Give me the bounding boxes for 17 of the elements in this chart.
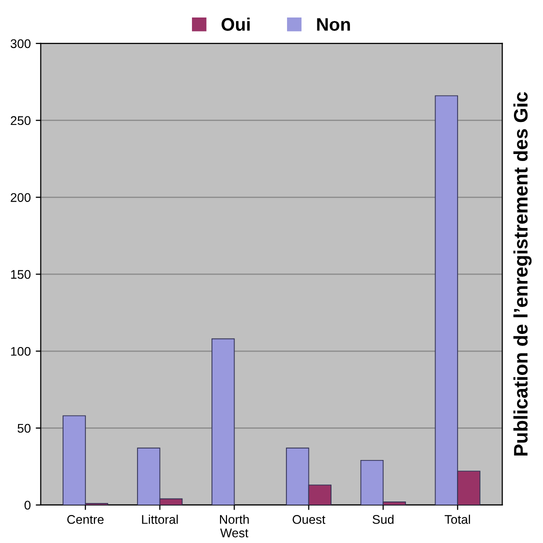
x-tick-label: Centre	[67, 515, 104, 524]
x-tick-label: Total	[444, 514, 470, 524]
y-tick-label: 150	[11, 270, 31, 279]
x-tick-label: Ouest	[292, 515, 326, 524]
y-tick-label: 0	[24, 500, 31, 510]
y-axis-title: Publication de l’enregistrement des Gic	[513, 92, 532, 456]
y-tick-label: 200	[10, 193, 31, 202]
bar	[212, 338, 235, 505]
x-tick-label: Sud	[372, 514, 394, 524]
y-tick-label: 250	[10, 116, 31, 126]
x-tick-label: Littoral	[142, 514, 178, 524]
legend-label: Oui	[222, 18, 250, 31]
legend-label: Non	[317, 18, 350, 31]
y-tick-label: 100	[11, 346, 31, 356]
y-tick-label: 300	[10, 39, 31, 48]
x-tick-label: North West	[220, 514, 249, 538]
y-tick-label: 50	[18, 424, 31, 433]
